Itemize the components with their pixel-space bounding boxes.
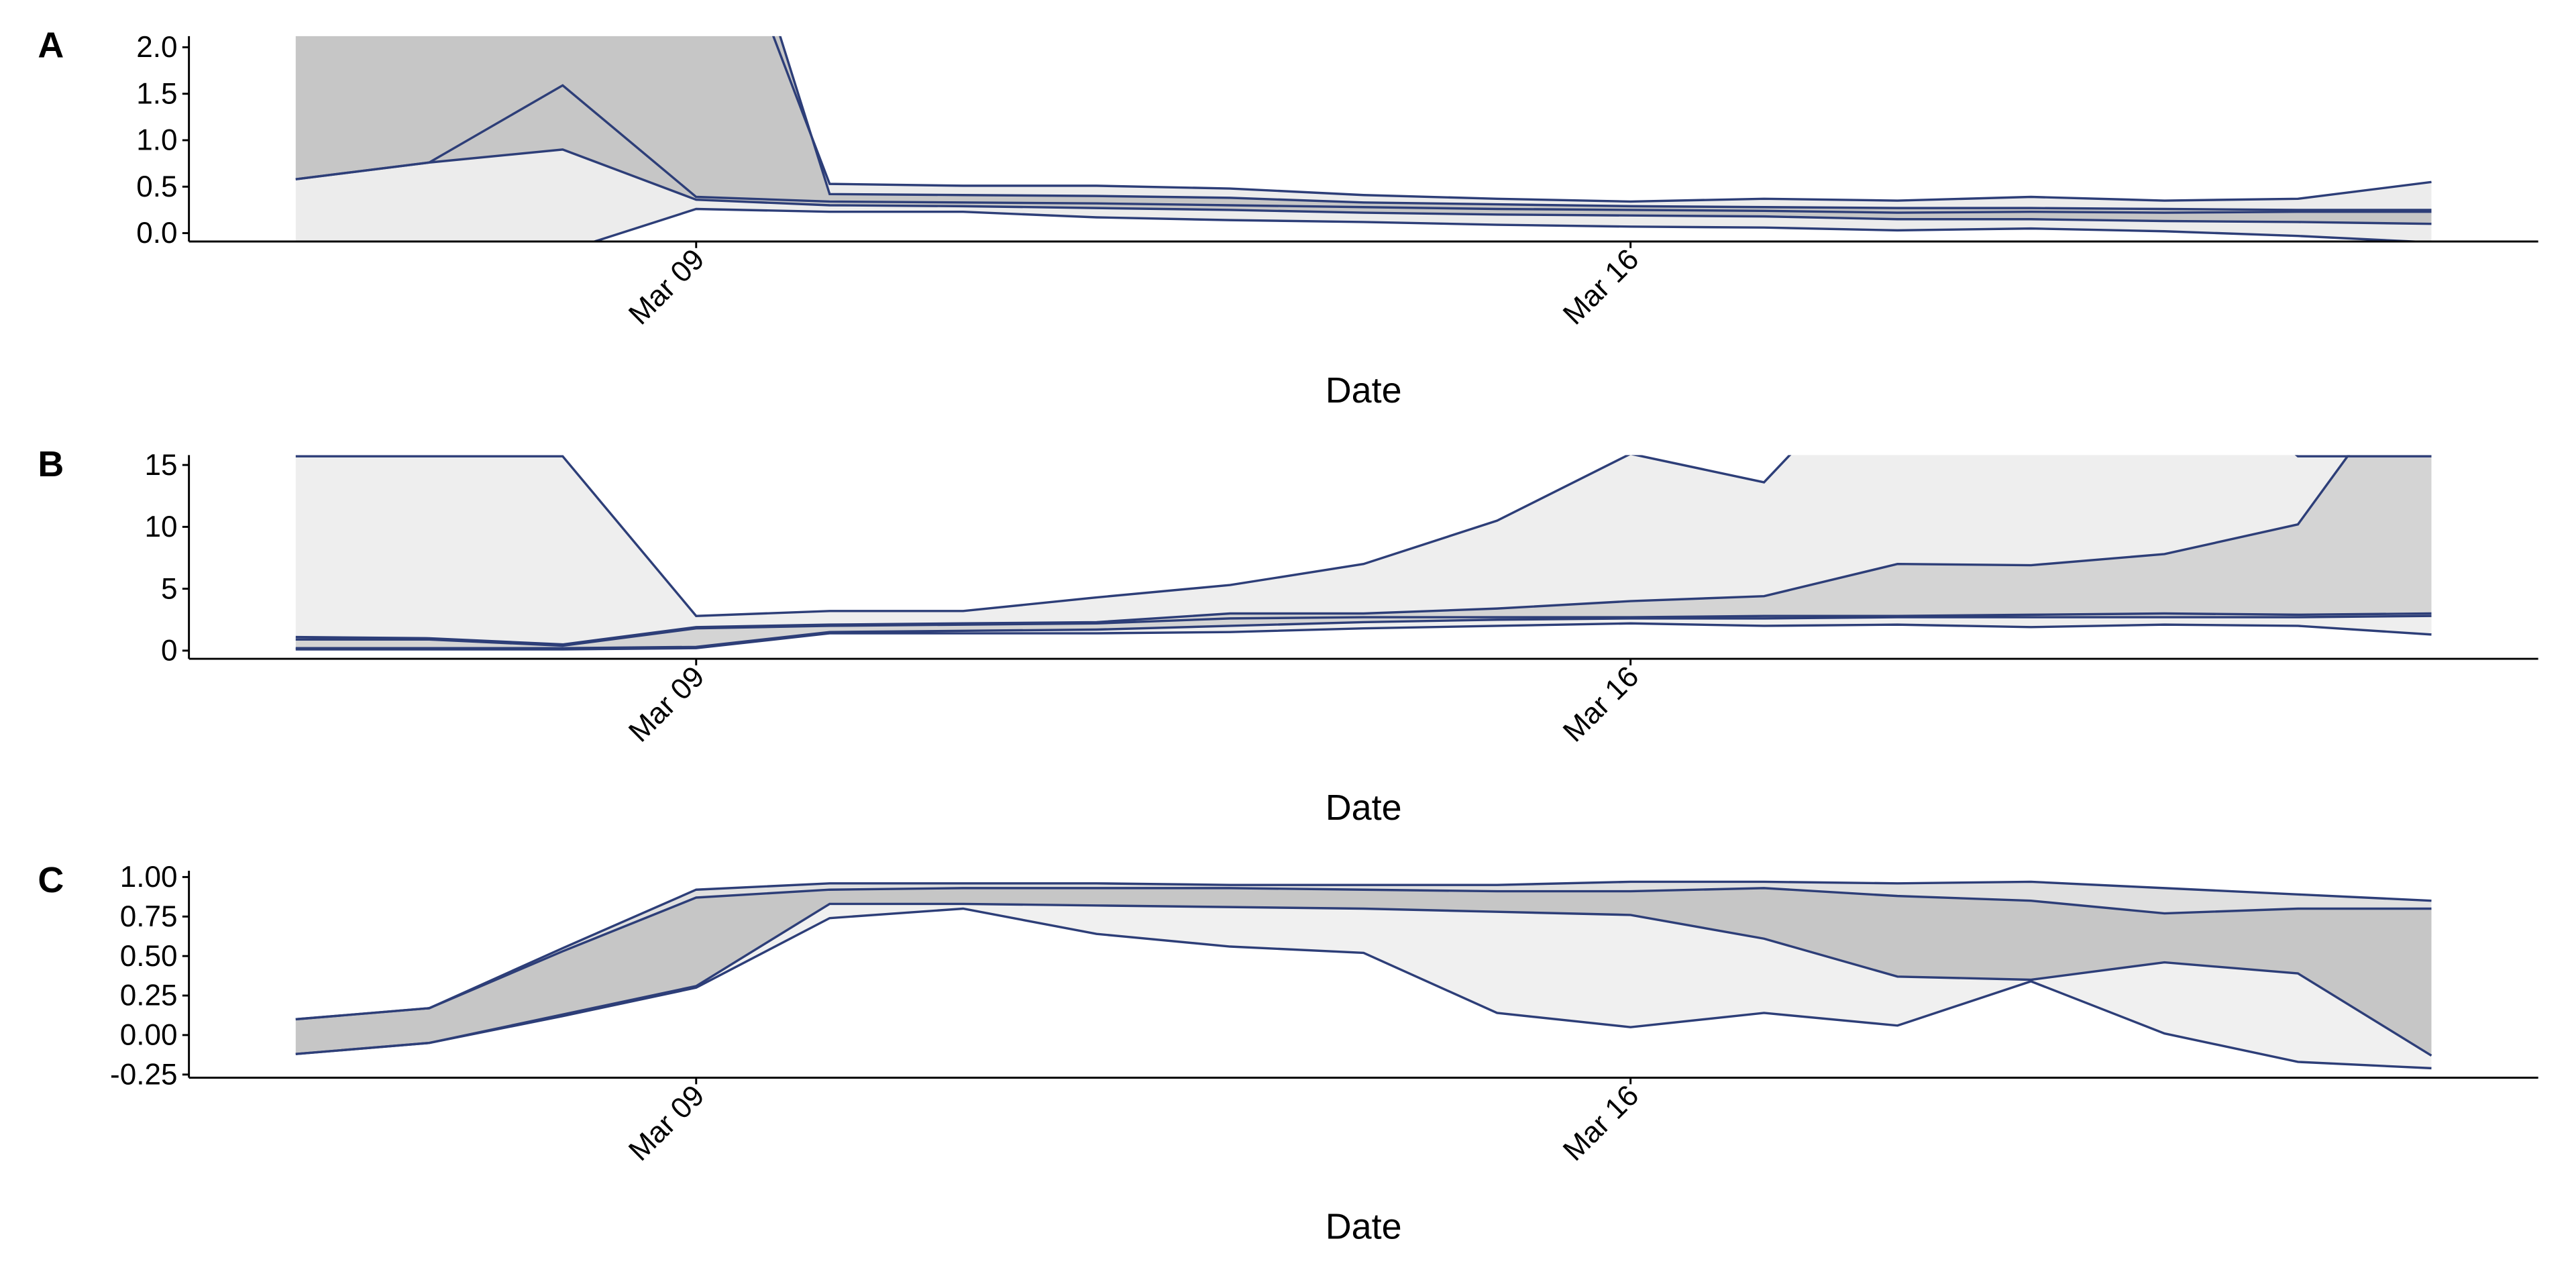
y-tick-label: 1.5 (136, 77, 177, 110)
x-tick-label: Mar 16 (1557, 1079, 1646, 1167)
panel: 0.0 0.5 1.0 1.5 2.0 Mar 09 Mar 16 Date A (38, 25, 2538, 411)
y-tick-label: 5 (161, 572, 178, 605)
y-tick-label: 0.00 (120, 1019, 178, 1052)
series-line (295, 455, 2432, 617)
series-line (295, 902, 2432, 1057)
x-axis-title: Date (1326, 1207, 1402, 1247)
band (295, 455, 2432, 646)
y-tick-label: 15 (144, 449, 177, 482)
y-tick-label: 1.0 (136, 124, 177, 157)
y-tick-label: 2.0 (136, 31, 177, 64)
series-line (295, 455, 2350, 646)
series-line (295, 148, 2432, 225)
y-tick-label: 0.75 (120, 900, 178, 933)
panel-label: C (38, 860, 64, 900)
series-line (779, 36, 2432, 211)
series-line (295, 880, 2432, 1021)
y-tick-label: 0 (161, 635, 178, 667)
x-tick-label: Mar 16 (1557, 660, 1646, 749)
band (295, 904, 2432, 1069)
y-tick-label: 0.5 (136, 170, 177, 203)
x-tick-label: Mar 16 (1557, 243, 1646, 331)
y-tick-label: 10 (144, 511, 177, 543)
panel: -0.25 0.00 0.25 0.50 0.75 1.00 Mar 09 Mar 16 Dat… (38, 860, 2538, 1247)
panel: 0 5 10 15 Mar 09 Mar 16 Date B (38, 444, 2538, 828)
y-tick-label: 1.00 (120, 861, 178, 894)
plot-area (295, 880, 2432, 1070)
plot-area (295, 455, 2432, 651)
x-tick-label: Mar 09 (623, 1079, 711, 1167)
y-tick-label: 0.0 (136, 217, 177, 250)
x-tick-label: Mar 09 (623, 243, 711, 331)
x-axis-title: Date (1326, 788, 1402, 828)
series-line (295, 622, 2432, 651)
band (773, 36, 2432, 210)
y-tick-label: 0.50 (120, 940, 178, 973)
series-line (295, 887, 2432, 1021)
series-line (295, 612, 2432, 647)
y-tick-label: -0.25 (110, 1059, 177, 1091)
series-line (295, 614, 2432, 649)
x-tick-label: Mar 09 (623, 660, 711, 749)
band (295, 888, 2432, 1056)
band (295, 36, 2432, 213)
plot-area (295, 36, 2432, 241)
panel-label: B (38, 444, 64, 484)
series-line (590, 207, 2432, 241)
series-line (295, 84, 2432, 214)
band (295, 455, 2432, 645)
y-tick-label: 0.25 (120, 979, 178, 1012)
panel-label: A (38, 25, 64, 66)
band (295, 881, 2432, 1020)
series-line (771, 36, 2432, 203)
x-axis-title: Date (1326, 370, 1402, 411)
series-line (295, 907, 2432, 1070)
